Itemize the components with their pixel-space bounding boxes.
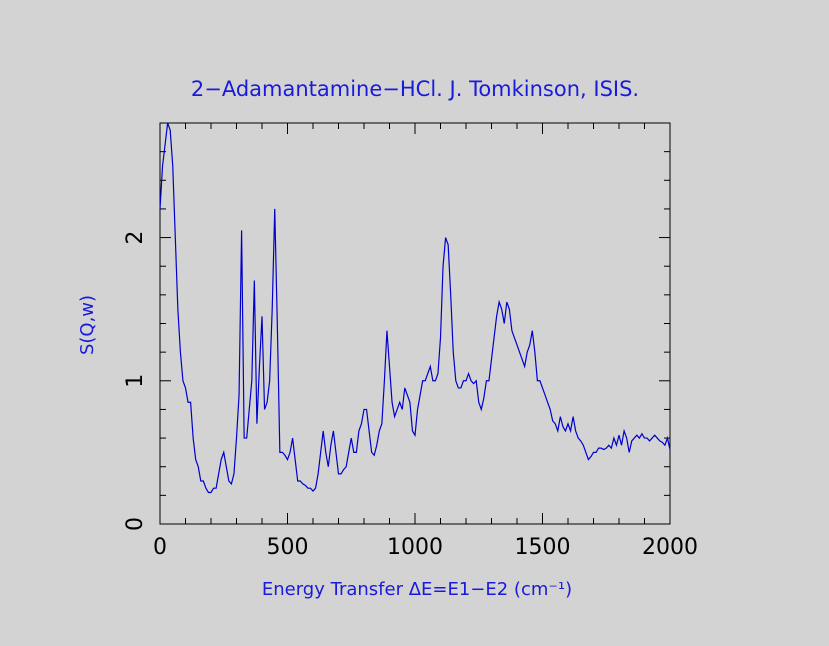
x-tick-label: 0 [153,535,167,560]
chart-title: 2−Adamantamine−HCl. J. Tomkinson, ISIS. [191,77,639,101]
y-tick-label: 1 [123,374,148,388]
data-line [159,122,671,494]
x-tick-label: 2000 [642,535,698,560]
x-tick-label: 500 [267,535,309,560]
x-tick-label: 1000 [387,535,443,560]
y-tick-label: 0 [123,517,148,531]
y-axis-label: S(Q,w) [77,295,98,355]
x-axis-label: Energy Transfer ΔE=E1−E2 (cm⁻¹) [262,579,572,600]
x-tick-label: 1500 [515,535,571,560]
y-tick-label: 2 [123,231,148,245]
